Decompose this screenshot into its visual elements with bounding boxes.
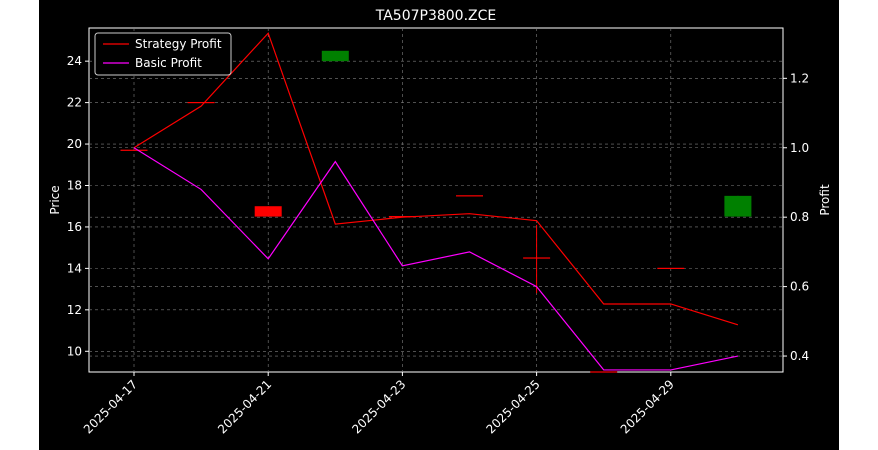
- legend: Strategy Profit Basic Profit: [94, 32, 232, 76]
- tick-label-right-4: 1.2: [790, 71, 809, 85]
- tick-label-left-24: 24: [67, 54, 82, 68]
- candle-body-8: [657, 267, 685, 269]
- tick-label-left-20: 20: [67, 137, 82, 151]
- candle-body-6: [523, 257, 551, 259]
- y-axis-label-left: Price: [48, 185, 62, 214]
- tick-label-left-22: 22: [67, 96, 82, 110]
- tick-label-right-3: 1.0: [790, 141, 809, 155]
- tick-label-x-4: 2025-04-29: [618, 377, 677, 436]
- candle-body-0: [120, 149, 148, 151]
- chart-title: TA507P3800.ZCE: [375, 8, 497, 24]
- tick-label-left-16: 16: [67, 220, 82, 234]
- tick-label-right-0: 0.4: [790, 349, 809, 363]
- tick-label-left-18: 18: [67, 178, 82, 192]
- legend-label-strategy: Strategy Profit: [135, 37, 222, 51]
- candle-body-4: [388, 215, 416, 218]
- profit-lines: [133, 32, 739, 371]
- candlesticks: [120, 50, 752, 373]
- tick-label-x-3: 2025-04-25: [484, 377, 543, 436]
- tick-label-left-10: 10: [67, 344, 82, 358]
- tick-label-right-1: 0.6: [790, 280, 809, 294]
- series-line-1: [133, 147, 739, 371]
- candle-body-7: [590, 371, 618, 373]
- candle-body-5: [456, 195, 483, 197]
- tick-label-left-12: 12: [67, 303, 82, 317]
- plot-area: [88, 27, 784, 373]
- legend-label-basic: Basic Profit: [135, 56, 202, 70]
- tick-label-right-2: 0.8: [790, 210, 809, 224]
- candle-body-3: [321, 50, 349, 62]
- chart-svg: 10 12 14 16 18 20 22 24 0.4 0.6 0.8 1.0 1.2 2025-04-1…: [48, 8, 832, 436]
- y-axis-label-right: Profit: [818, 184, 832, 216]
- tick-label-left-14: 14: [67, 261, 82, 275]
- candle-body-2: [254, 206, 282, 217]
- series-line-0: [133, 32, 739, 326]
- tick-label-x-2: 2025-04-23: [349, 377, 408, 436]
- candle-body-1: [187, 102, 215, 104]
- chart-figure: 10 12 14 16 18 20 22 24 0.4 0.6 0.8 1.0 1.2 2025-04-1…: [39, 0, 839, 450]
- tick-label-x-0: 2025-04-17: [81, 377, 140, 436]
- tick-label-x-1: 2025-04-21: [215, 377, 274, 436]
- candle-body-9: [724, 195, 752, 217]
